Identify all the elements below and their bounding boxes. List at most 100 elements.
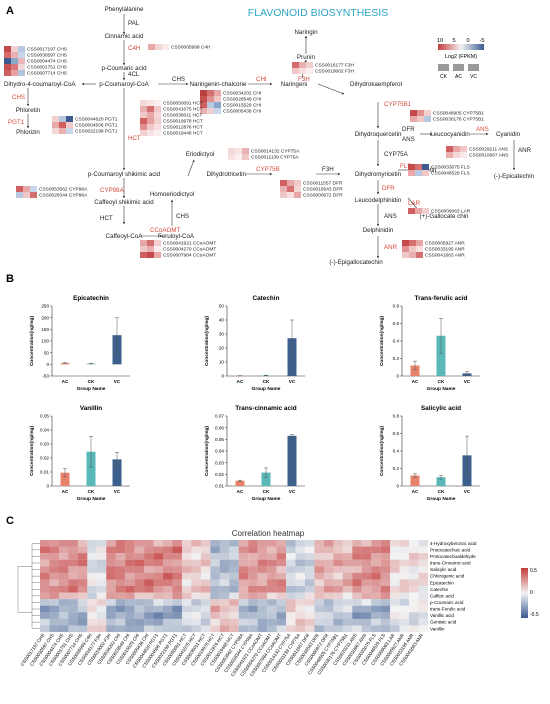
correlation-cell	[342, 559, 353, 567]
correlation-cell	[115, 572, 126, 580]
correlation-cell	[248, 618, 258, 626]
gene-cell	[59, 128, 66, 134]
correlation-cell	[418, 625, 429, 633]
correlation-cell	[323, 553, 334, 560]
correlation-cell	[125, 546, 135, 554]
enzyme-f3h2: F3H	[322, 166, 334, 173]
correlation-cell	[153, 605, 164, 613]
correlation-cell	[181, 625, 192, 633]
correlation-cell	[267, 559, 277, 567]
correlation-cell	[323, 592, 334, 600]
y-tick-label: 0.04	[215, 449, 224, 454]
gene-cell	[140, 130, 147, 136]
gene-cell	[18, 70, 25, 76]
heatmap-row-label: p-Coumaric acid	[430, 600, 464, 605]
correlation-cell	[418, 592, 429, 600]
y-tick-label: -50	[42, 374, 49, 379]
x-tick-label: CK	[438, 489, 445, 494]
correlation-cell	[115, 612, 126, 619]
gene-label: CSS0004474 CHS	[27, 59, 67, 65]
gene-cell	[140, 112, 147, 118]
correlation-cell	[333, 559, 343, 567]
correlation-cell	[87, 586, 97, 593]
group-legend-label: AC	[455, 74, 462, 80]
correlation-cell	[125, 592, 135, 600]
correlation-cell	[399, 566, 410, 573]
correlation-cell	[295, 572, 306, 580]
correlation-cell	[229, 579, 239, 587]
correlation-cell	[390, 625, 400, 633]
correlation-cell	[238, 540, 249, 547]
correlation-cell	[172, 546, 183, 554]
correlation-cell	[96, 572, 107, 580]
correlation-cell	[200, 566, 211, 573]
correlation-cell	[125, 586, 135, 593]
gene-label: CSS0033195 ANR	[425, 247, 465, 253]
y-tick-label: 0.07	[215, 414, 224, 419]
correlation-cell	[106, 559, 116, 567]
correlation-cell	[181, 605, 192, 613]
correlation-cell	[106, 612, 116, 619]
group-legend-label: CK	[440, 74, 448, 80]
gene-cell	[59, 122, 66, 128]
enzyme-chs2: CHS	[12, 94, 25, 101]
correlation-cell	[58, 579, 69, 587]
correlation-cell	[409, 618, 419, 626]
x-axis-label: Group Name	[252, 496, 281, 502]
correlation-cell	[96, 605, 107, 613]
correlation-cell	[200, 586, 211, 593]
bar-chart-title: Catechin	[253, 295, 280, 302]
correlation-cell	[219, 605, 230, 613]
correlation-cell	[342, 605, 353, 613]
correlation-cell	[163, 540, 173, 547]
metabolite-leudel: Leucodelphinidin	[355, 197, 402, 204]
bar-CK	[261, 472, 271, 486]
correlation-cell	[191, 566, 201, 573]
correlation-cell	[352, 599, 362, 606]
correlation-cell	[333, 540, 343, 547]
correlation-cell	[333, 546, 343, 554]
correlation-cell	[144, 579, 154, 587]
correlation-cell	[418, 612, 429, 619]
heatmap-row-label: 4-Hydroxybenzoic acid	[430, 541, 477, 546]
y-tick-label: 0.4	[393, 339, 400, 344]
correlation-cell	[361, 566, 372, 573]
x-tick-label: CK	[88, 379, 95, 384]
correlation-cell	[409, 592, 419, 600]
gene-label: CSS0016177 F3H	[315, 63, 354, 69]
gene-cell	[140, 106, 147, 112]
bar-AC	[235, 480, 245, 486]
x-axis-label: Group Name	[252, 386, 281, 392]
correlation-cell	[361, 559, 372, 567]
correlation-cell	[371, 618, 381, 626]
correlation-cell	[286, 599, 296, 606]
correlation-cell	[333, 599, 343, 606]
correlation-cell	[219, 599, 230, 606]
correlation-cell	[352, 572, 362, 580]
correlation-cell	[361, 592, 372, 600]
metabolite-pcou: p-Coumaric acid	[101, 65, 147, 72]
gene-cell	[235, 154, 242, 160]
correlation-cell	[144, 546, 154, 554]
gene-label: CSS0044620 PGT1	[75, 117, 118, 123]
correlation-cell	[276, 586, 287, 593]
correlation-cell	[257, 599, 268, 606]
correlation-cell	[333, 553, 343, 560]
correlation-cell	[219, 553, 230, 560]
correlation-cell	[49, 586, 60, 593]
correlation-cell	[87, 540, 97, 547]
gene-cell	[287, 186, 294, 192]
correlation-legend-tick: 0	[530, 590, 533, 596]
correlation-cell	[409, 553, 419, 560]
gene-label: CSS0019448 HCT	[163, 131, 203, 137]
metabolite-dhq: Dihydroquercetin	[355, 131, 402, 138]
correlation-cell	[200, 605, 211, 613]
correlation-cell	[144, 599, 154, 606]
gene-label: CSS0015529 CHI	[223, 103, 261, 109]
gene-cell	[11, 52, 18, 58]
correlation-cell	[144, 612, 154, 619]
correlation-cell	[257, 559, 268, 567]
